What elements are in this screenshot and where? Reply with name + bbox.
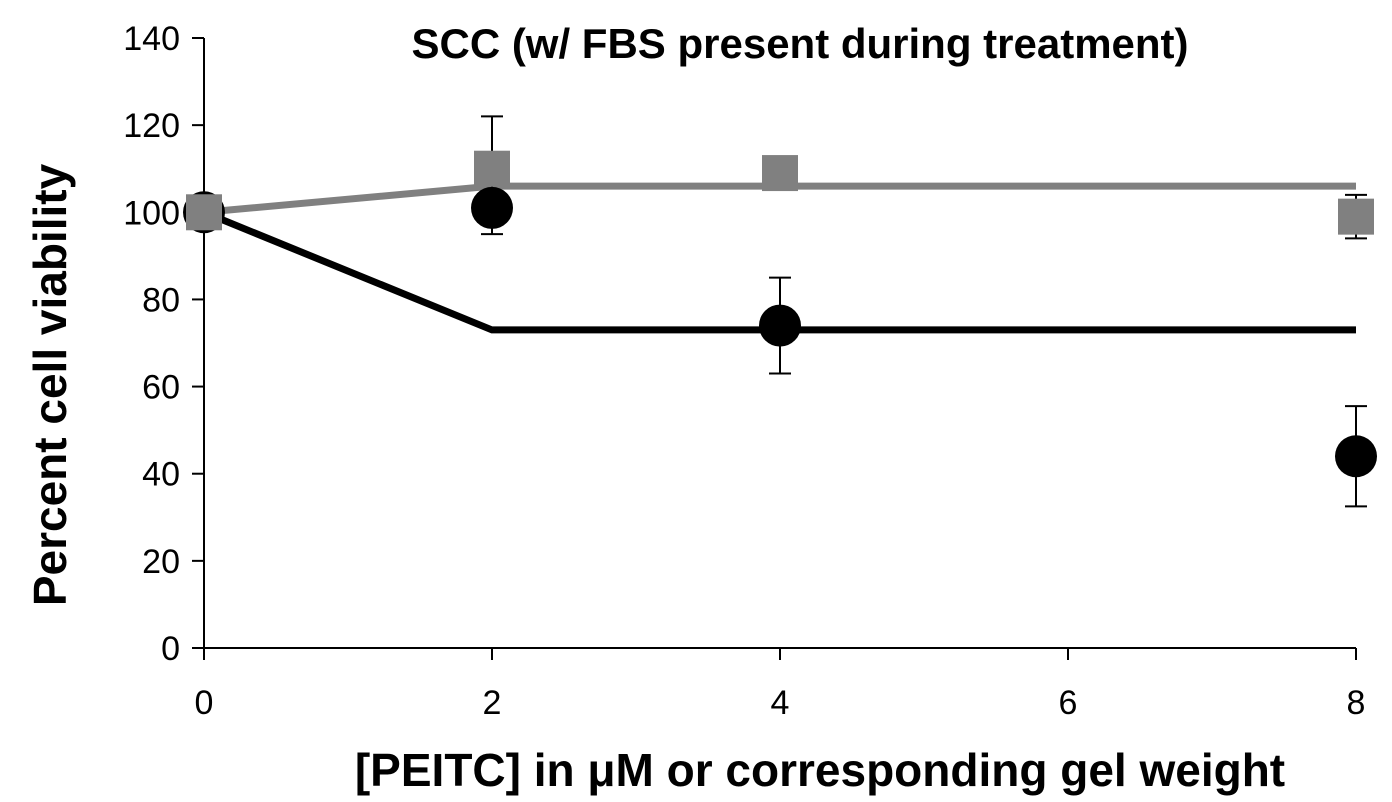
data-markers: [183, 150, 1377, 478]
data-point-PEITC: [759, 304, 801, 347]
x-axis-ticks: 0 2 4 6 8: [195, 648, 1366, 722]
error-bars: [481, 115, 1367, 508]
y-tick-label: 20: [142, 543, 180, 581]
y-tick-label: 140: [123, 20, 180, 58]
data-point-gel: [762, 155, 798, 192]
chart-title: SCC (w/ FBS present during treatment): [411, 20, 1188, 67]
x-tick-label: 6: [1059, 684, 1078, 722]
fit-line-PEITC: [202, 209, 1356, 334]
y-tick-label: 40: [142, 456, 180, 494]
y-tick-label: 80: [142, 281, 180, 319]
x-tick-label: 0: [195, 684, 214, 722]
y-tick-label: 120: [123, 107, 180, 145]
x-tick-label: 8: [1347, 684, 1366, 722]
data-point-gel: [1338, 198, 1374, 235]
y-tick-label: 100: [123, 194, 180, 232]
data-point-PEITC: [471, 186, 513, 229]
data-point-gel: [186, 194, 222, 231]
y-axis-title: Percent cell viability: [24, 163, 76, 606]
x-axis-title: [PEITC] in μM or corresponding gel weigh…: [355, 744, 1285, 796]
y-tick-label: 0: [161, 630, 180, 668]
y-axis-ticks: 0 20 40 60 80 100 120 140: [123, 20, 204, 668]
data-point-PEITC: [1335, 435, 1377, 478]
x-tick-label: 2: [483, 684, 502, 722]
x-tick-label: 4: [771, 684, 790, 722]
data-point-gel: [474, 150, 510, 187]
y-tick-label: 60: [142, 369, 180, 407]
